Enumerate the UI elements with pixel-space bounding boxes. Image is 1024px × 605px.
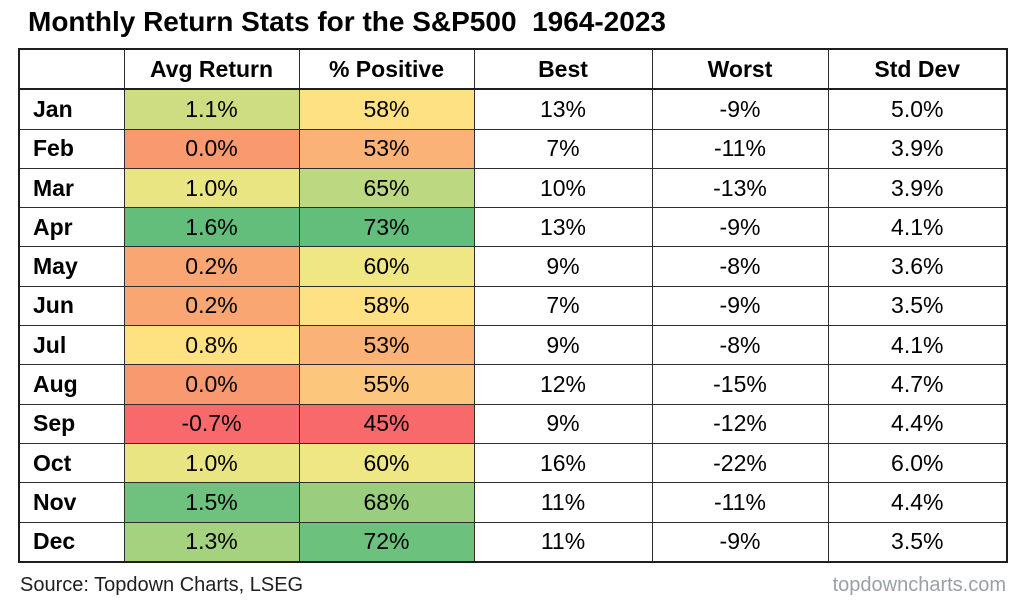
- std-dev-cell: 3.9%: [827, 167, 1008, 209]
- avg-return-cell: 0.0%: [123, 364, 300, 405]
- website-watermark: topdowncharts.com: [832, 574, 1006, 596]
- best-cell: 9%: [473, 246, 653, 287]
- avg-return-cell: -0.7%: [123, 403, 300, 444]
- column-header-best: Best: [473, 48, 653, 91]
- avg-return-cell: 0.8%: [123, 325, 300, 366]
- worst-cell: -9%: [651, 88, 829, 130]
- table-row: Feb 0.0% 53% 7% -11% 3.9%: [18, 128, 1008, 169]
- pct-positive-cell: 73%: [298, 207, 475, 248]
- month-cell: Aug: [18, 364, 125, 405]
- best-cell: 9%: [473, 403, 653, 444]
- avg-return-cell: 1.5%: [123, 482, 300, 523]
- column-header-std-dev: Std Dev: [827, 48, 1008, 91]
- month-cell: May: [18, 246, 125, 287]
- pct-positive-cell: 60%: [298, 442, 475, 484]
- table-row: Mar 1.0% 65% 10% -13% 3.9%: [18, 167, 1008, 209]
- pct-positive-cell: 53%: [298, 325, 475, 366]
- avg-return-cell: 1.0%: [123, 167, 300, 209]
- std-dev-cell: 4.1%: [827, 325, 1008, 366]
- month-cell: Jun: [18, 285, 125, 327]
- month-cell: Dec: [18, 521, 125, 563]
- footer: Source: Topdown Charts, LSEG topdownchar…: [20, 574, 1006, 597]
- pct-positive-cell: 60%: [298, 246, 475, 287]
- worst-cell: -9%: [651, 521, 829, 563]
- month-cell: Jan: [18, 88, 125, 130]
- worst-cell: -13%: [651, 167, 829, 209]
- best-cell: 13%: [473, 207, 653, 248]
- worst-cell: -8%: [651, 325, 829, 366]
- table-row: Jul 0.8% 53% 9% -8% 4.1%: [18, 325, 1008, 366]
- std-dev-cell: 4.1%: [827, 207, 1008, 248]
- std-dev-cell: 3.6%: [827, 246, 1008, 287]
- month-cell: Oct: [18, 442, 125, 484]
- std-dev-cell: 4.4%: [827, 403, 1008, 444]
- worst-cell: -9%: [651, 285, 829, 327]
- std-dev-cell: 3.5%: [827, 521, 1008, 563]
- std-dev-cell: 5.0%: [827, 88, 1008, 130]
- column-header-worst: Worst: [651, 48, 829, 91]
- month-cell: Feb: [18, 128, 125, 169]
- worst-cell: -15%: [651, 364, 829, 405]
- avg-return-cell: 1.0%: [123, 442, 300, 484]
- avg-return-cell: 0.2%: [123, 285, 300, 327]
- avg-return-cell: 1.6%: [123, 207, 300, 248]
- month-cell: Jul: [18, 325, 125, 366]
- month-cell: Nov: [18, 482, 125, 523]
- column-header-avg-return: Avg Return: [123, 48, 300, 91]
- best-cell: 7%: [473, 285, 653, 327]
- best-cell: 9%: [473, 325, 653, 366]
- month-cell: Sep: [18, 403, 125, 444]
- pct-positive-cell: 72%: [298, 521, 475, 563]
- table-row: Jan 1.1% 58% 13% -9% 5.0%: [18, 88, 1008, 130]
- pct-positive-cell: 45%: [298, 403, 475, 444]
- std-dev-cell: 6.0%: [827, 442, 1008, 484]
- avg-return-cell: 1.3%: [123, 521, 300, 563]
- table-row: Nov 1.5% 68% 11% -11% 4.4%: [18, 482, 1008, 523]
- pct-positive-cell: 55%: [298, 364, 475, 405]
- avg-return-cell: 1.1%: [123, 88, 300, 130]
- pct-positive-cell: 58%: [298, 285, 475, 327]
- chart-title: Monthly Return Stats for the S&P500 1964…: [28, 6, 666, 37]
- worst-cell: -12%: [651, 403, 829, 444]
- worst-cell: -11%: [651, 482, 829, 523]
- month-cell: Mar: [18, 167, 125, 209]
- worst-cell: -22%: [651, 442, 829, 484]
- table-row: Oct 1.0% 60% 16% -22% 6.0%: [18, 442, 1008, 484]
- table-header: Avg Return% Positive Best Worst Std Dev: [18, 48, 1008, 91]
- best-cell: 12%: [473, 364, 653, 405]
- worst-cell: -8%: [651, 246, 829, 287]
- month-column-header: [18, 48, 125, 91]
- best-cell: 16%: [473, 442, 653, 484]
- best-cell: 11%: [473, 482, 653, 523]
- std-dev-cell: 4.4%: [827, 482, 1008, 523]
- std-dev-cell: 3.9%: [827, 128, 1008, 169]
- avg-return-cell: 0.2%: [123, 246, 300, 287]
- table-row: Dec 1.3% 72% 11% -9% 3.5%: [18, 521, 1008, 563]
- table-row: Jun 0.2% 58% 7% -9% 3.5%: [18, 285, 1008, 327]
- table-row: May 0.2% 60% 9% -8% 3.6%: [18, 246, 1008, 287]
- best-cell: 10%: [473, 167, 653, 209]
- worst-cell: -11%: [651, 128, 829, 169]
- pct-positive-cell: 65%: [298, 167, 475, 209]
- std-dev-cell: 4.7%: [827, 364, 1008, 405]
- avg-return-cell: 0.0%: [123, 128, 300, 169]
- pct-positive-cell: 58%: [298, 88, 475, 130]
- month-cell: Apr: [18, 207, 125, 248]
- best-cell: 13%: [473, 88, 653, 130]
- pct-positive-cell: 53%: [298, 128, 475, 169]
- best-cell: 7%: [473, 128, 653, 169]
- best-cell: 11%: [473, 521, 653, 563]
- monthly-stats-table: Avg Return% Positive Best Worst Std Dev Jan…: [18, 48, 1008, 563]
- worst-cell: -9%: [651, 207, 829, 248]
- std-dev-cell: 3.5%: [827, 285, 1008, 327]
- table-row: Aug 0.0% 55% 12% -15% 4.7%: [18, 364, 1008, 405]
- pct-positive-cell: 68%: [298, 482, 475, 523]
- column-header--positive: % Positive: [298, 48, 475, 91]
- table-body: Jan 1.1% 58% 13% -9% 5.0% Feb 0.0% 53% 7% -11% 3.9%…: [18, 88, 1008, 563]
- table-row: Apr 1.6% 73% 13% -9% 4.1%: [18, 207, 1008, 248]
- table-row: Sep -0.7% 45% 9% -12% 4.4%: [18, 403, 1008, 444]
- header-row: Avg Return% Positive Best Worst Std Dev: [18, 48, 1008, 91]
- source-note: Source: Topdown Charts, LSEG: [20, 574, 304, 596]
